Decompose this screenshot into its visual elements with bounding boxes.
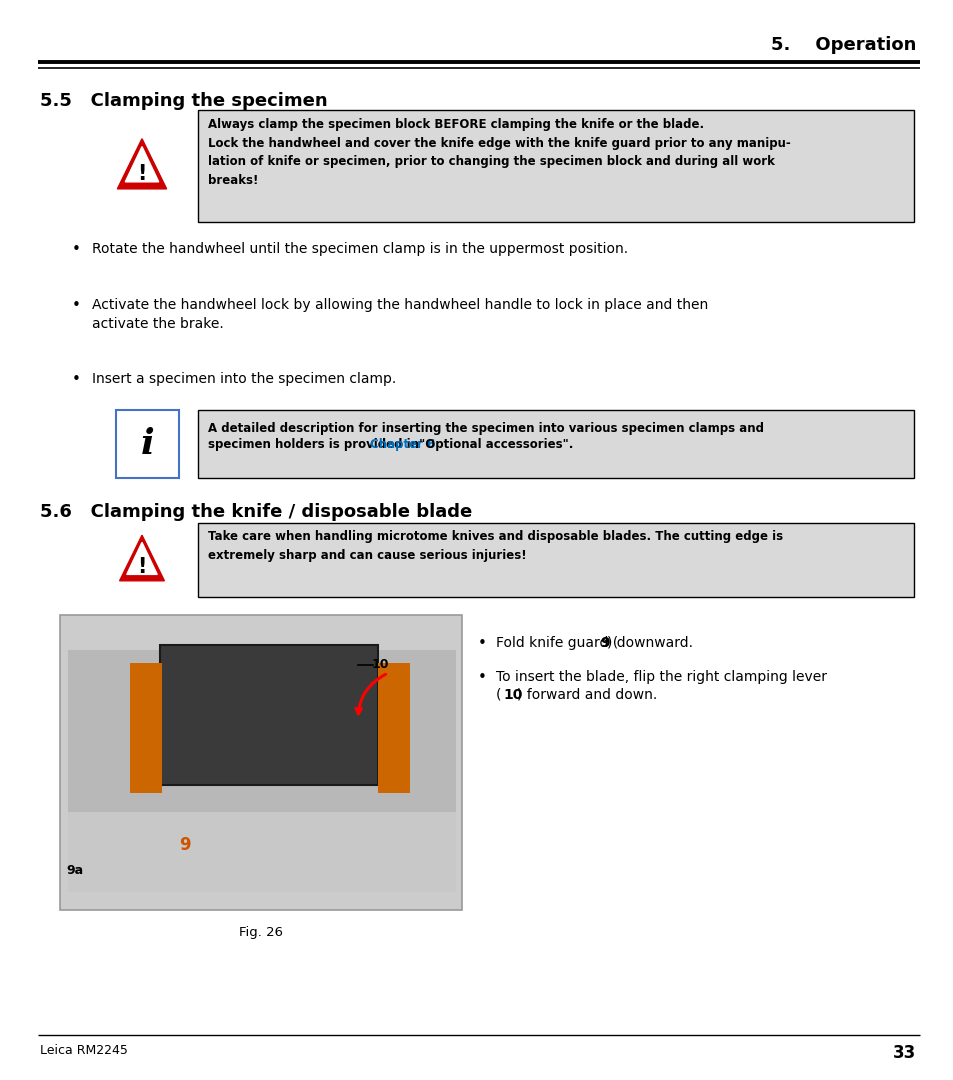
Text: •: • [71,372,81,387]
Text: "Optional accessories".: "Optional accessories". [415,438,573,451]
Text: ) forward and down.: ) forward and down. [517,688,657,702]
Text: A detailed description for inserting the specimen into various specimen clamps a: A detailed description for inserting the… [208,422,763,435]
Text: 10: 10 [372,659,389,672]
Text: •: • [477,670,486,685]
Text: 5.6   Clamping the knife / disposable blade: 5.6 Clamping the knife / disposable blad… [40,503,472,521]
Text: Rotate the handwheel until the specimen clamp is in the uppermost position.: Rotate the handwheel until the specimen … [91,242,627,256]
Text: 9a: 9a [66,864,83,877]
Text: Take care when handling microtome knives and disposable blades. The cutting edge: Take care when handling microtome knives… [208,530,782,562]
Text: 5.5   Clamping the specimen: 5.5 Clamping the specimen [40,92,327,110]
Text: Chapter 6: Chapter 6 [369,438,435,451]
Text: 10: 10 [502,688,522,702]
FancyBboxPatch shape [116,410,179,478]
Text: specimen holders is provided in: specimen holders is provided in [208,438,423,451]
Text: Always clamp the specimen block BEFORE clamping the knife or the blade.
Lock the: Always clamp the specimen block BEFORE c… [208,118,790,187]
Text: (: ( [496,688,501,702]
FancyBboxPatch shape [68,812,456,892]
Text: 33: 33 [892,1044,915,1062]
Text: •: • [71,242,81,257]
Text: !: ! [137,164,147,184]
Text: Activate the handwheel lock by allowing the handwheel handle to lock in place an: Activate the handwheel lock by allowing … [91,298,707,332]
FancyBboxPatch shape [198,523,913,597]
Text: Fig. 26: Fig. 26 [239,926,283,939]
Polygon shape [127,542,157,575]
Polygon shape [119,536,164,581]
Text: •: • [477,636,486,651]
Polygon shape [125,147,158,181]
FancyBboxPatch shape [377,663,410,793]
Text: 9: 9 [599,636,609,650]
Text: 9: 9 [179,836,191,854]
Text: ) downward.: ) downward. [607,636,693,650]
Polygon shape [117,138,167,189]
Text: •: • [71,298,81,313]
FancyBboxPatch shape [130,663,162,793]
Text: Leica RM2245: Leica RM2245 [40,1044,128,1057]
Text: Fold knife guard (: Fold knife guard ( [496,636,618,650]
Text: To insert the blade, flip the right clamping lever: To insert the blade, flip the right clam… [496,670,826,684]
FancyBboxPatch shape [160,645,377,785]
FancyBboxPatch shape [198,110,913,222]
FancyBboxPatch shape [60,615,461,910]
Text: !: ! [137,557,147,577]
Text: 5.    Operation: 5. Operation [770,36,915,54]
FancyBboxPatch shape [68,650,456,892]
FancyBboxPatch shape [198,410,913,478]
Text: i: i [140,427,154,461]
Text: Insert a specimen into the specimen clamp.: Insert a specimen into the specimen clam… [91,372,395,386]
